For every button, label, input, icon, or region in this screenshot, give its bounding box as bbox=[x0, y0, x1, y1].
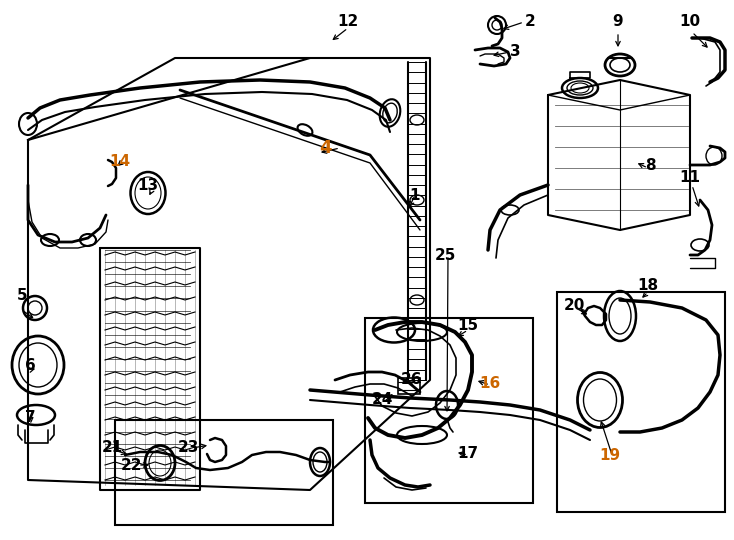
Bar bbox=[115, 420, 333, 525]
Text: 15: 15 bbox=[457, 318, 479, 333]
Text: 2: 2 bbox=[525, 15, 535, 30]
Text: 20: 20 bbox=[563, 298, 585, 313]
Text: 16: 16 bbox=[479, 375, 501, 390]
Text: 23: 23 bbox=[178, 440, 199, 455]
Text: 8: 8 bbox=[644, 158, 655, 172]
Text: 24: 24 bbox=[371, 393, 393, 408]
Bar bbox=[557, 292, 725, 512]
Text: 10: 10 bbox=[680, 15, 700, 30]
Text: 3: 3 bbox=[509, 44, 520, 59]
Text: 14: 14 bbox=[109, 154, 131, 170]
Text: 13: 13 bbox=[137, 178, 159, 192]
Text: 19: 19 bbox=[600, 448, 620, 462]
Text: 11: 11 bbox=[680, 171, 700, 186]
Text: 6: 6 bbox=[25, 357, 35, 373]
Text: 9: 9 bbox=[613, 15, 623, 30]
Text: 1: 1 bbox=[410, 187, 421, 202]
Text: 18: 18 bbox=[637, 278, 658, 293]
Text: 12: 12 bbox=[338, 15, 359, 30]
Bar bbox=[398, 378, 420, 394]
Text: 26: 26 bbox=[401, 373, 423, 388]
Text: 25: 25 bbox=[435, 247, 456, 262]
Text: 4: 4 bbox=[319, 139, 331, 157]
Text: 7: 7 bbox=[25, 410, 35, 426]
Bar bbox=[365, 318, 533, 503]
Text: 17: 17 bbox=[457, 446, 479, 461]
Text: 5: 5 bbox=[17, 287, 27, 302]
Text: 22: 22 bbox=[121, 457, 142, 472]
Text: 21: 21 bbox=[101, 441, 123, 456]
